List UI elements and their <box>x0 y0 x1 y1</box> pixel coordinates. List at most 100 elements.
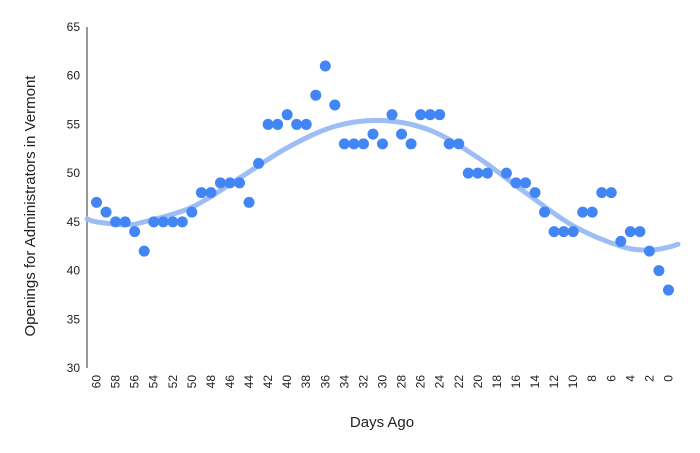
x-tick-label: 42 <box>261 375 275 389</box>
x-tick-label: 0 <box>661 375 675 382</box>
y-tick-label: 45 <box>67 215 81 229</box>
data-point <box>424 109 436 121</box>
x-tick-label: 52 <box>166 375 180 389</box>
data-point <box>253 157 265 169</box>
y-tick-label: 35 <box>67 312 81 326</box>
data-point <box>624 226 636 238</box>
data-point <box>529 187 541 199</box>
data-point <box>577 206 589 218</box>
data-point <box>243 196 255 208</box>
y-tick-label: 65 <box>67 20 81 34</box>
data-point <box>91 196 103 208</box>
data-point <box>558 226 570 238</box>
x-tick-label: 16 <box>509 375 523 389</box>
data-point <box>500 167 512 179</box>
x-tick-label: 50 <box>185 375 199 389</box>
data-point <box>539 206 551 218</box>
x-tick-label: 34 <box>337 375 351 389</box>
x-tick-label: 48 <box>204 375 218 389</box>
y-tick-label: 40 <box>67 264 81 278</box>
data-point <box>634 226 646 238</box>
data-point <box>110 216 122 228</box>
data-point <box>119 216 131 228</box>
x-tick-label: 36 <box>318 375 332 389</box>
data-point <box>567 226 579 238</box>
x-tick-label: 12 <box>547 375 561 389</box>
data-point <box>100 206 112 218</box>
data-point <box>176 216 188 228</box>
data-point <box>338 138 350 150</box>
x-tick-label: 44 <box>242 375 256 389</box>
x-tick-label: 46 <box>223 375 237 389</box>
data-point <box>434 109 446 121</box>
data-point <box>415 109 427 121</box>
data-point <box>377 138 388 150</box>
x-tick-label: 30 <box>376 375 390 389</box>
x-tick-label: 2 <box>642 375 656 382</box>
y-tick-label: 50 <box>67 166 81 180</box>
x-tick-label: 10 <box>566 375 580 389</box>
data-point <box>205 187 217 199</box>
x-tick-label: 20 <box>471 375 485 389</box>
data-point <box>510 177 522 189</box>
trendline <box>84 117 681 253</box>
data-point <box>653 265 665 277</box>
x-tick-label: 28 <box>395 375 409 389</box>
data-point <box>453 138 465 150</box>
data-point <box>643 245 655 257</box>
data-point <box>214 177 226 189</box>
data-point <box>548 226 560 238</box>
data-point <box>281 109 293 121</box>
data-point <box>148 216 160 228</box>
x-tick-label: 6 <box>604 375 618 382</box>
data-point <box>396 128 408 140</box>
x-tick-label: 58 <box>109 375 123 389</box>
y-tick-label: 55 <box>67 117 81 131</box>
x-axis-title: Days Ago <box>350 414 414 431</box>
x-tick-label: 60 <box>90 375 104 389</box>
x-tick-label: 22 <box>452 375 466 389</box>
x-tick-label: 8 <box>585 375 599 382</box>
data-point <box>138 245 150 257</box>
data-point <box>348 138 360 150</box>
data-point <box>405 138 417 150</box>
data-point <box>462 167 474 179</box>
x-tick-label: 32 <box>356 375 370 389</box>
data-point <box>586 206 598 218</box>
data-point <box>662 284 674 296</box>
data-point <box>272 118 284 130</box>
data-point <box>386 109 398 121</box>
x-tick-label: 4 <box>623 375 637 382</box>
data-point <box>310 89 322 101</box>
data-point <box>329 99 341 111</box>
data-point <box>472 167 484 179</box>
data-point <box>195 187 207 199</box>
y-axis-title: Openings for Administrators in Vermont <box>22 75 39 337</box>
y-tick-label: 60 <box>67 69 81 83</box>
data-point <box>167 216 179 228</box>
data-point <box>596 187 608 199</box>
data-point <box>157 216 169 228</box>
x-tick-label: 40 <box>280 375 294 389</box>
data-point <box>129 226 141 238</box>
data-point <box>605 187 617 199</box>
data-point <box>319 60 331 72</box>
data-point <box>234 177 246 189</box>
data-point <box>224 177 236 189</box>
x-tick-label: 18 <box>490 375 504 389</box>
y-tick-label: 30 <box>67 361 81 375</box>
data-point <box>367 128 379 140</box>
x-tick-label: 56 <box>128 375 142 389</box>
data-point <box>481 167 493 179</box>
x-tick-label: 14 <box>528 375 542 389</box>
data-point <box>519 177 531 189</box>
data-point <box>262 118 274 130</box>
data-point <box>443 138 455 150</box>
data-point <box>357 138 369 150</box>
x-tick-label: 38 <box>299 375 313 389</box>
x-tick-label: 26 <box>414 375 428 389</box>
x-tick-label: 54 <box>147 375 161 389</box>
data-point <box>300 118 312 130</box>
data-point <box>291 118 303 130</box>
